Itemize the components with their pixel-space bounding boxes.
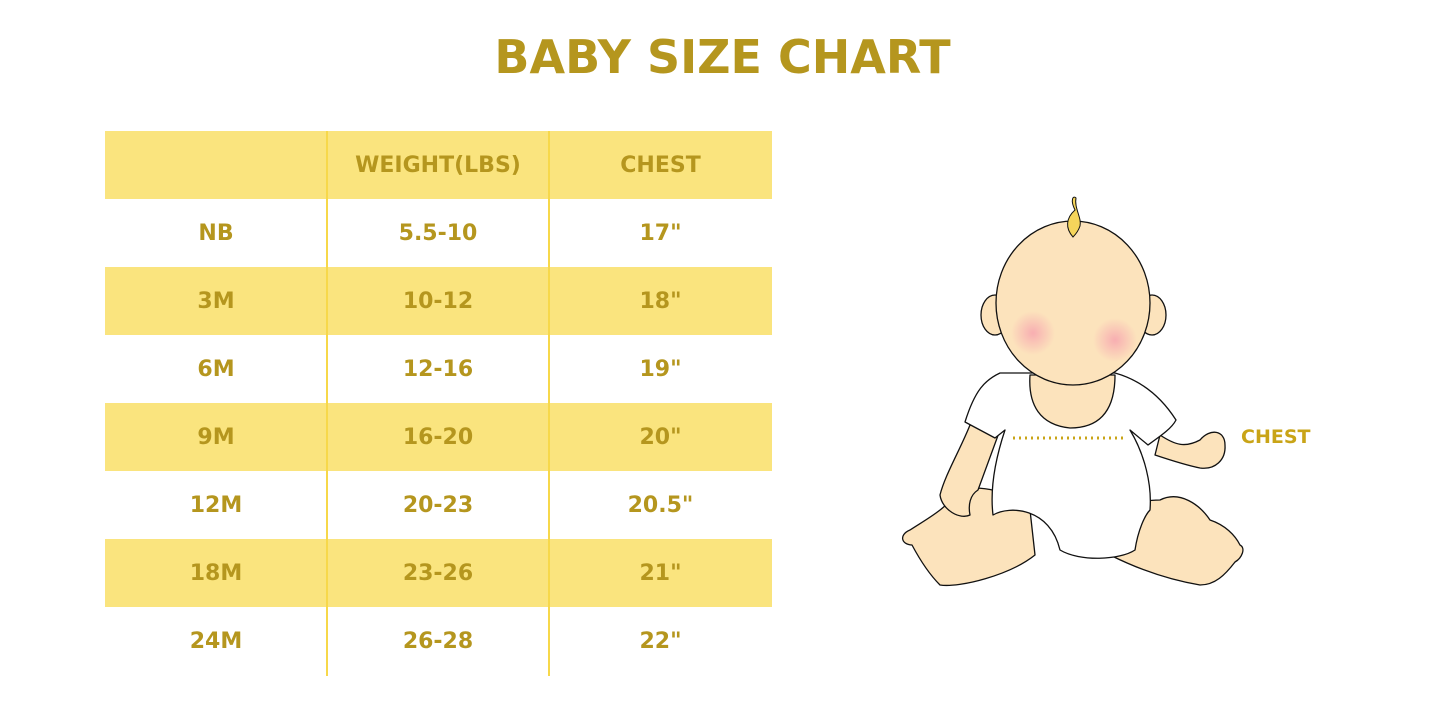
baby-illustration	[902, 196, 1244, 587]
cell-weight: 23-26	[402, 560, 474, 586]
table-row: NB 5.5-10 17"	[105, 199, 772, 267]
table-row: 18M 23-26 21"	[105, 539, 772, 607]
size-table: WEIGHT(LBS) CHEST NB 5.5-10 17" 3M 10-12 18" 6…	[105, 131, 772, 675]
cell-size: NB	[198, 220, 234, 246]
column-divider	[326, 131, 328, 676]
header-size	[105, 131, 327, 199]
cell-size: 12M	[189, 492, 243, 518]
column-divider	[548, 131, 550, 676]
table-row: 9M 16-20 20"	[105, 403, 772, 471]
table-row: 24M 26-28 22"	[105, 607, 772, 675]
cell-weight: 20-23	[402, 492, 474, 518]
cell-size: 24M	[189, 628, 243, 654]
cell-size: 3M	[197, 288, 235, 314]
cell-chest: 21"	[639, 560, 682, 586]
table-row: 12M 20-23 20.5"	[105, 471, 772, 539]
table-row: 3M 10-12 18"	[105, 267, 772, 335]
header-chest: CHEST	[620, 152, 701, 178]
cell-chest: 20"	[639, 424, 682, 450]
cell-weight: 10-12	[402, 288, 474, 314]
cell-weight: 26-28	[402, 628, 474, 654]
cell-size: 18M	[189, 560, 243, 586]
cell-weight: 5.5-10	[398, 220, 478, 246]
cell-chest: 20.5"	[627, 492, 694, 518]
cell-chest: 19"	[639, 356, 682, 382]
header-weight: WEIGHT(LBS)	[355, 152, 521, 178]
cell-weight: 16-20	[402, 424, 474, 450]
cell-chest: 17"	[639, 220, 682, 246]
table-row: 6M 12-16 19"	[105, 335, 772, 403]
cell-weight: 12-16	[402, 356, 474, 382]
table-header-row: WEIGHT(LBS) CHEST	[105, 131, 772, 199]
page-title: BABY SIZE CHART	[494, 30, 951, 84]
cell-size: 6M	[197, 356, 235, 382]
cell-size: 9M	[197, 424, 235, 450]
cell-chest: 18"	[639, 288, 682, 314]
chest-label: CHEST	[1241, 426, 1311, 448]
cell-chest: 22"	[639, 628, 682, 654]
